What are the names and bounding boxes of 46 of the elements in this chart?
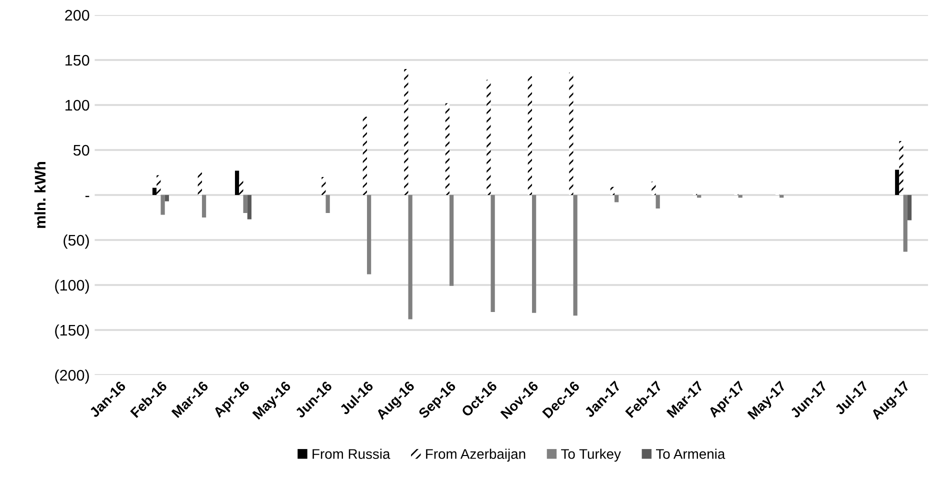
bar	[366, 195, 372, 274]
bar	[156, 175, 161, 195]
bar	[486, 80, 491, 195]
bar	[362, 116, 367, 195]
y-tick-label: 100	[66, 100, 90, 111]
y-tick-label: (50)	[64, 234, 89, 249]
bar	[610, 186, 615, 195]
y-tick-label: -	[85, 196, 90, 198]
bar	[322, 177, 326, 195]
y-axis-title: mln. kWh	[34, 162, 46, 228]
legend-label: From Russia	[312, 448, 390, 459]
bar	[899, 141, 904, 195]
bar	[573, 195, 578, 316]
bar	[239, 180, 244, 195]
legend-label: To Turkey	[561, 448, 621, 462]
bar	[532, 195, 536, 313]
y-tick-label: (150)	[55, 324, 89, 339]
bar	[445, 103, 450, 195]
bar	[247, 195, 252, 220]
y-tick-label: 150	[66, 54, 90, 66]
y-tick-label: (200)	[55, 369, 89, 384]
y-tick-label: (100)	[55, 279, 89, 294]
bar	[490, 195, 495, 312]
bar	[164, 195, 169, 202]
bar	[404, 69, 408, 195]
y-tick-label: 200	[65, 10, 90, 21]
bar	[895, 170, 900, 195]
bar	[243, 195, 248, 213]
bar	[528, 76, 532, 195]
bar	[408, 195, 412, 320]
bar	[202, 195, 206, 218]
bar	[614, 195, 619, 202]
bar	[326, 195, 330, 213]
bar	[449, 195, 454, 286]
bar	[903, 195, 908, 252]
bar	[198, 172, 202, 195]
y-tick-label: 50	[73, 144, 90, 156]
bar	[160, 195, 165, 215]
bar	[656, 195, 660, 208]
bar	[234, 170, 240, 195]
bar	[652, 182, 656, 195]
bar	[569, 72, 574, 195]
legend-label: To Armenia	[656, 448, 726, 459]
legend-label: From Azerbaijan	[426, 448, 526, 462]
bar	[152, 188, 157, 195]
bar	[907, 195, 912, 220]
